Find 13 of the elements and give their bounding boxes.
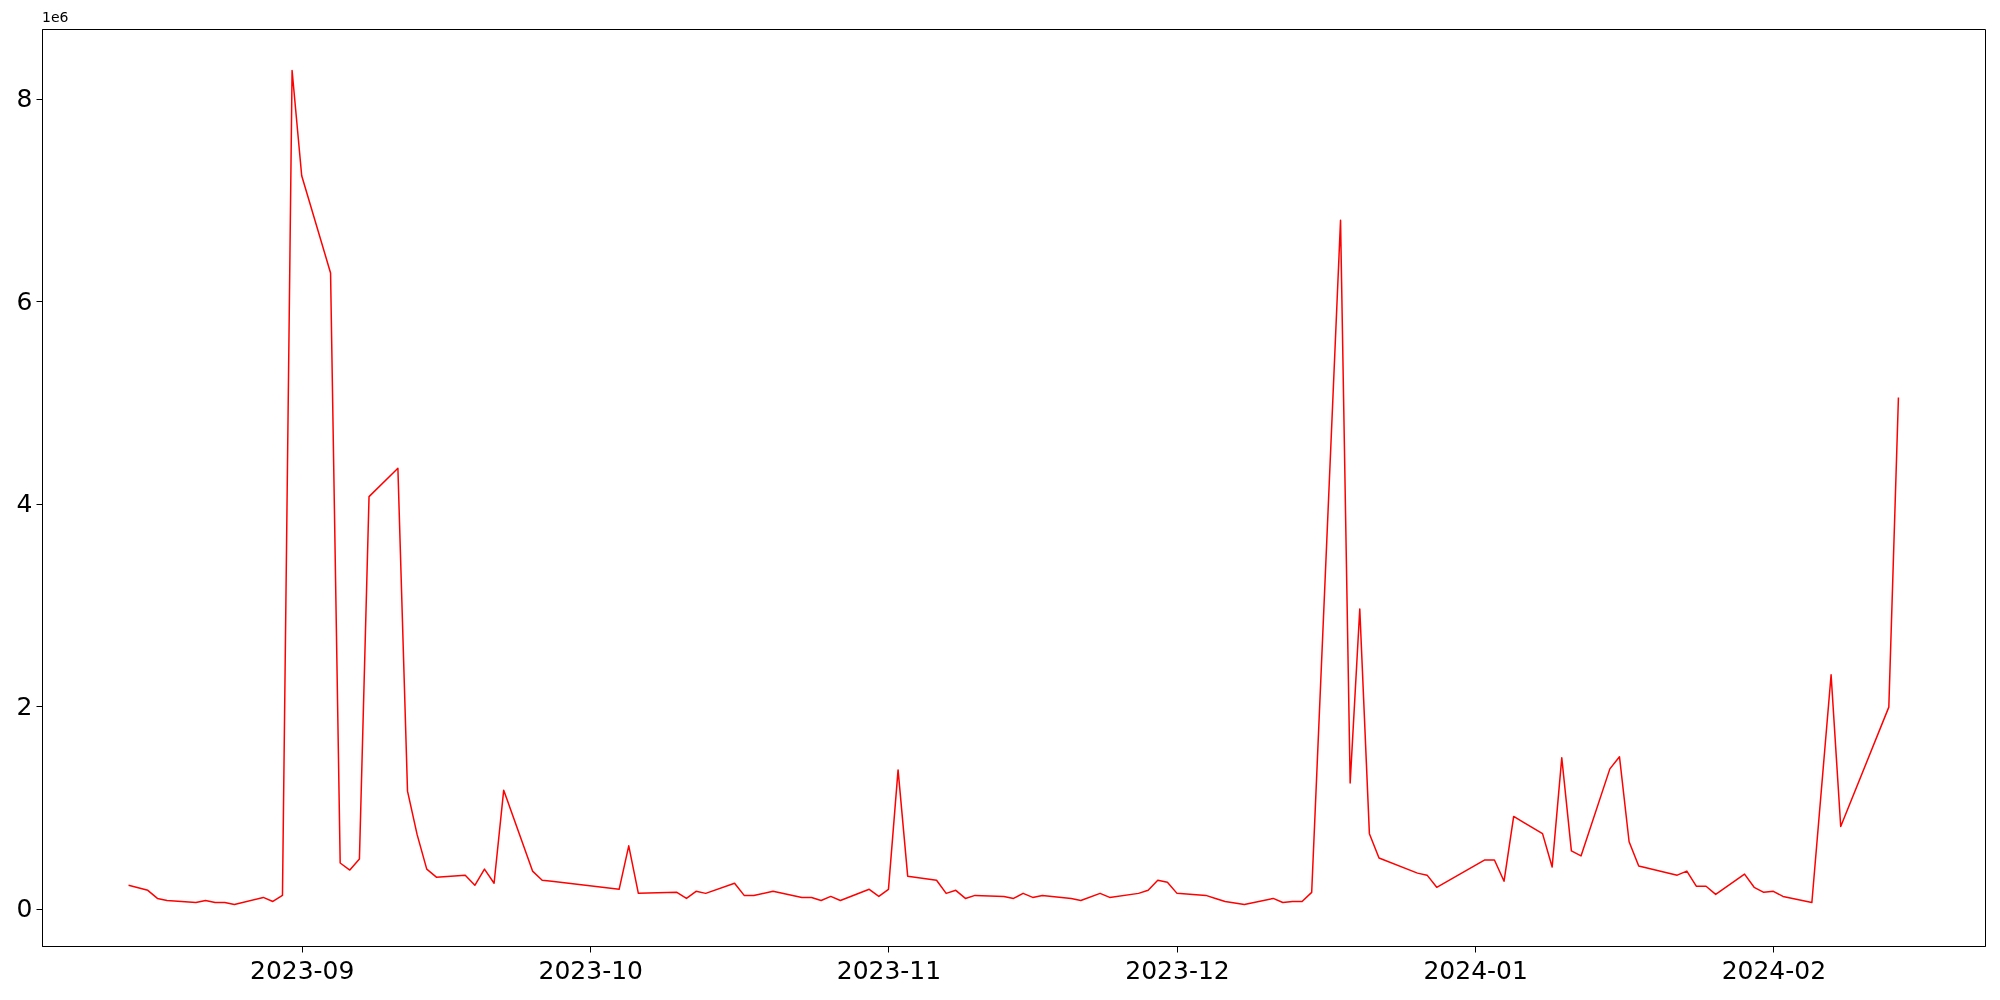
y-tick-label: 4 [16,489,33,519]
x-tick-label: 2023-10 [538,955,644,985]
x-tick-label: 2024-01 [1423,955,1528,985]
y-tick-label: 6 [16,286,33,316]
x-tick-label: 2024-02 [1721,955,1827,985]
x-tick-label: 2023-09 [249,955,355,985]
y-tick-label: 2 [16,691,33,721]
x-tick-label: 2023-12 [1125,955,1230,985]
y-tick-label: 8 [16,84,33,114]
y-tick-label: 0 [16,894,33,924]
text: 1e6 [42,9,69,25]
x-tick-label: 2023-11 [836,955,942,985]
line-series [127,69,1900,906]
